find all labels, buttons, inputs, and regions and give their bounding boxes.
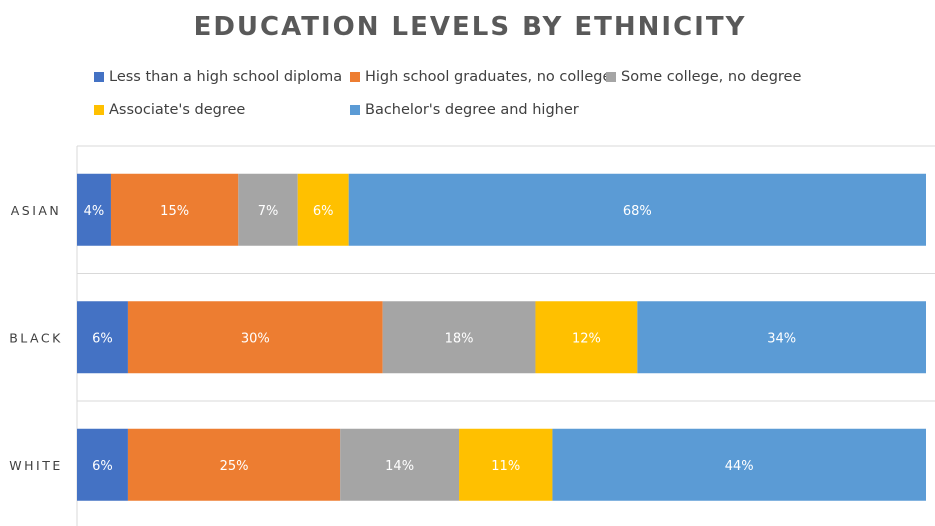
bar-segment xyxy=(110,173,239,246)
legend-item: Less than a high school diploma xyxy=(94,69,342,85)
chart-title: EDUCATION LEVELS BY ETHNICITY xyxy=(193,12,747,42)
legend-item: High school graduates, no college xyxy=(350,69,611,85)
bar-segment xyxy=(77,301,128,374)
data-label: 6% xyxy=(92,331,113,346)
data-label: 15% xyxy=(160,204,189,219)
data-label: 6% xyxy=(313,204,334,219)
data-label: 11% xyxy=(491,459,520,474)
bar-segment xyxy=(77,173,111,246)
legend-item: Some college, no degree xyxy=(606,69,801,85)
bar-segment xyxy=(297,173,349,246)
bar-segment xyxy=(127,301,383,374)
data-label: 18% xyxy=(445,331,474,346)
bar-segment xyxy=(238,173,298,246)
data-label: 14% xyxy=(385,459,414,474)
legend-item: Bachelor's degree and higher xyxy=(350,102,579,118)
data-label: 68% xyxy=(623,204,652,219)
data-label: 44% xyxy=(725,459,754,474)
data-label: 4% xyxy=(84,204,105,219)
legend-swatch xyxy=(94,72,104,82)
bar-segment xyxy=(535,301,638,374)
bar-segment xyxy=(127,428,341,501)
legend-label: Associate's degree xyxy=(109,102,246,118)
category-tick-label: WHITE xyxy=(9,458,62,473)
bar-segment xyxy=(77,428,128,501)
data-label: 25% xyxy=(220,459,249,474)
data-label: 30% xyxy=(241,331,270,346)
bar-segment xyxy=(348,173,926,246)
data-label: 12% xyxy=(572,331,601,346)
legend-label: Some college, no degree xyxy=(621,69,802,85)
category-tick-label: ASIAN xyxy=(11,203,62,218)
legend-swatch xyxy=(350,105,360,115)
legend-swatch xyxy=(94,105,104,115)
data-label: 6% xyxy=(92,459,113,474)
bar-segment xyxy=(637,301,926,374)
legend-swatch xyxy=(350,72,360,82)
bar-segment xyxy=(459,428,553,501)
legend-swatch xyxy=(606,72,616,82)
legend: Less than a high school diploma High scho… xyxy=(0,0,935,130)
data-label: 7% xyxy=(258,204,279,219)
bar-segment xyxy=(340,428,460,501)
legend-label: Less than a high school diploma xyxy=(109,69,343,85)
legend-label: Bachelor's degree and higher xyxy=(365,102,579,118)
category-tick-label: BLACK xyxy=(9,330,63,345)
bar-segment xyxy=(552,428,926,501)
legend-item: Associate's degree xyxy=(94,102,245,118)
bar-segment xyxy=(382,301,536,374)
legend-label: High school graduates, no college xyxy=(365,69,612,85)
data-label: 34% xyxy=(767,331,796,346)
